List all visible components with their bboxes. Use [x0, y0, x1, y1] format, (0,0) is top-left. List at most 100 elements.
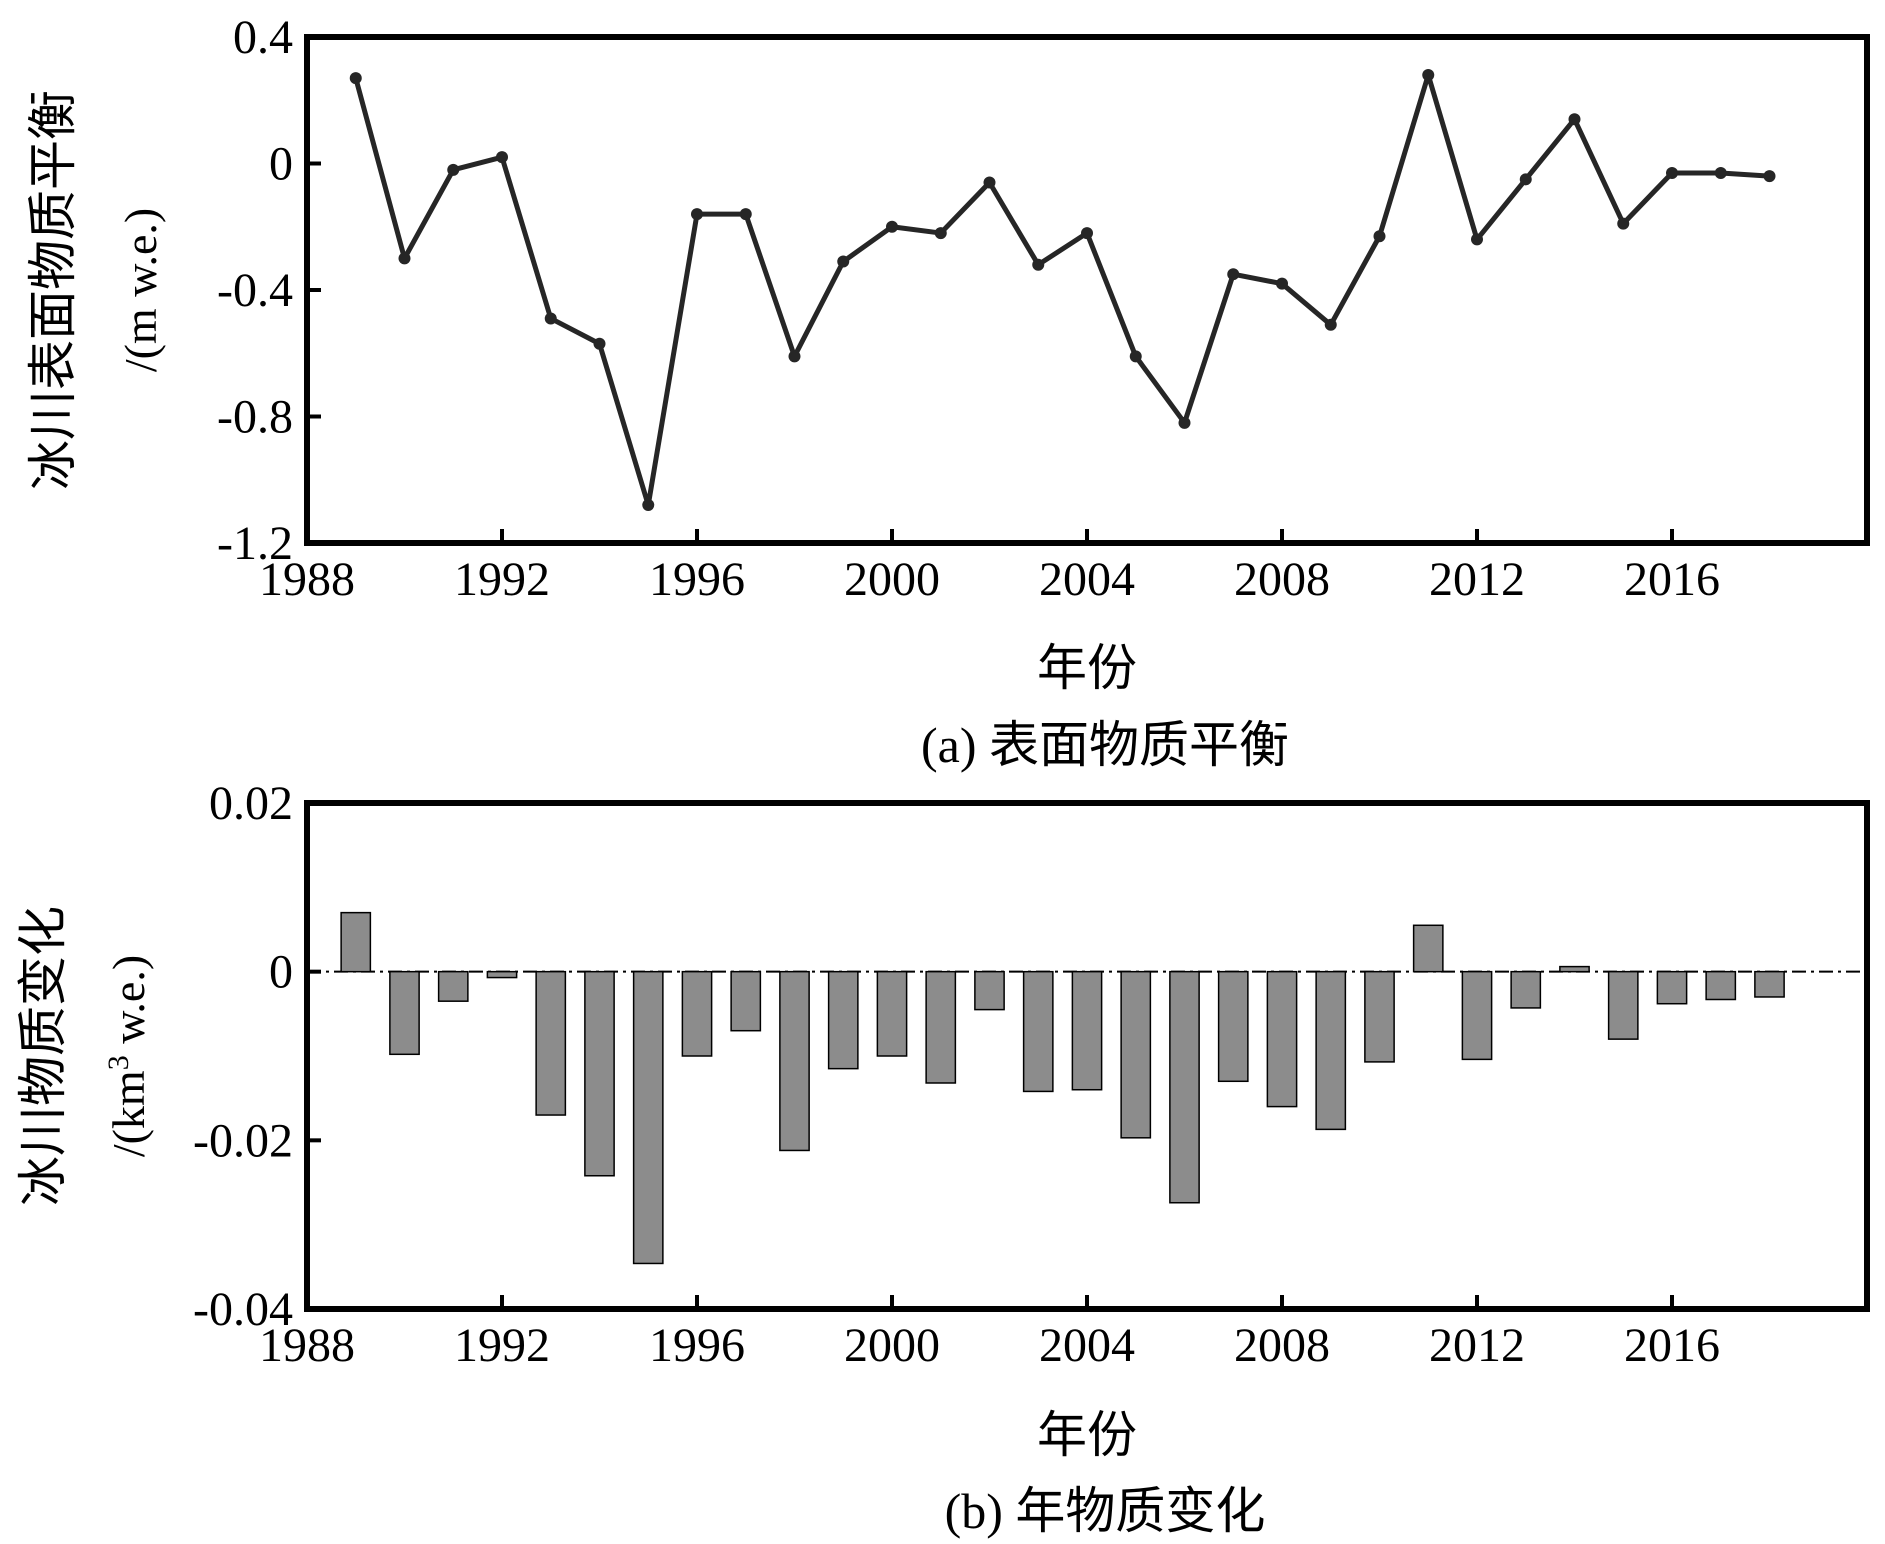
- bar: [1120, 970, 1152, 1139]
- panel-b-y-label-unit-post: w.e.): [103, 955, 154, 1055]
- panel-a-x-tick-label: 1992: [454, 553, 550, 606]
- bar: [389, 970, 420, 1056]
- panel-a-x-tick-label: 2004: [1039, 553, 1135, 606]
- panel-b-x-tick-label: 2000: [844, 1319, 940, 1372]
- panel-b-y-tick-label: -0.04: [193, 1283, 293, 1336]
- data-point: [1178, 416, 1191, 429]
- data-point: [349, 72, 362, 85]
- data-point: [1276, 277, 1288, 290]
- bar: [1412, 924, 1444, 973]
- panel-a-series: [349, 68, 1776, 512]
- bar: [730, 970, 762, 1032]
- bar: [1266, 970, 1298, 1108]
- data-point: [447, 163, 460, 176]
- data-point: [1519, 173, 1532, 186]
- bar: [1656, 970, 1688, 1005]
- bar: [1022, 970, 1054, 1093]
- data-point: [1032, 258, 1045, 271]
- bar: [1607, 970, 1639, 1040]
- bar: [1754, 970, 1785, 998]
- bar: [1705, 970, 1737, 1001]
- data-point: [1666, 166, 1678, 179]
- data-point: [496, 151, 508, 164]
- data-point: [593, 337, 606, 350]
- bar: [827, 970, 859, 1070]
- data-point: [691, 208, 703, 221]
- data-point: [1471, 233, 1483, 246]
- data-point: [788, 350, 801, 363]
- data-point: [1617, 217, 1630, 230]
- panel-b-y-label-main: 冰川物质变化: [14, 906, 72, 1206]
- panel-a-x-tick-label: 2000: [844, 553, 940, 606]
- panel-b-x-axis-label: 年份: [1037, 1406, 1137, 1464]
- bar: [1510, 970, 1542, 1009]
- panel-b-y-label-unit: /(km3 w.e.): [102, 955, 155, 1157]
- panel-a-x-ticks: 1988 1992 1996 2000 2004 2008 2012 2016: [259, 529, 1720, 606]
- panel-b-annual-mass-change: 0.02 0 -0.02 -0.04 1988 1992 1996 2000 2004 2008…: [14, 777, 1870, 1539]
- data-point: [1227, 268, 1240, 281]
- data-point: [1714, 166, 1727, 179]
- data-point: [739, 208, 752, 221]
- bar: [437, 970, 469, 1002]
- panel-b-y-tick-label: -0.02: [193, 1114, 293, 1167]
- data-point: [544, 312, 557, 325]
- data-point: [983, 176, 996, 189]
- data-point: [1129, 350, 1142, 363]
- data-point: [1081, 227, 1093, 240]
- panel-a-x-tick-label: 2008: [1234, 553, 1330, 606]
- panel-b-bars: [340, 911, 1785, 1265]
- bar: [925, 970, 957, 1084]
- bar: [535, 970, 567, 1116]
- data-point: [1763, 170, 1776, 183]
- bar: [974, 970, 1005, 1011]
- panel-b-x-ticks: 1988 1992 1996 2000 2004 2008 2012 2016: [259, 1295, 1720, 1372]
- panel-a-y-ticks: 0.4 0 -0.4 -0.8 -1.2: [217, 11, 321, 570]
- panel-b-x-tick-label: 2008: [1234, 1319, 1330, 1372]
- bar: [1315, 970, 1347, 1131]
- data-point: [1568, 113, 1581, 126]
- bar: [632, 970, 664, 1265]
- bar: [876, 970, 908, 1057]
- panel-a-surface-mass-balance: 0.4 0 -0.4 -0.8 -1.2 1988 1992 1996 2000 2004 200…: [24, 11, 1870, 773]
- panel-a-x-tick-label: 1988: [259, 553, 355, 606]
- bar: [486, 970, 518, 979]
- panel-a-y-tick-label: 0: [269, 138, 293, 191]
- data-point: [1373, 230, 1386, 243]
- bar: [1169, 970, 1200, 1204]
- panel-b-x-tick-label: 1988: [259, 1319, 355, 1372]
- panel-a-y-tick-label: -0.4: [217, 264, 293, 317]
- panel-a-y-axis-label: 冰川表面物质平衡 /(m w.e.): [24, 90, 166, 490]
- panel-a-y-tick-label: 0.4: [233, 11, 293, 64]
- panel-a-x-tick-label: 2016: [1624, 553, 1720, 606]
- data-point: [934, 227, 947, 240]
- panel-b-x-tick-label: 2004: [1039, 1319, 1135, 1372]
- panel-b-caption: (b) 年物质变化: [945, 1483, 1266, 1539]
- panel-b-x-tick-label: 2016: [1624, 1319, 1720, 1372]
- data-point: [1422, 68, 1435, 81]
- bar: [1217, 970, 1249, 1083]
- bar: [1071, 970, 1103, 1091]
- panel-b-x-tick-label: 2012: [1429, 1319, 1525, 1372]
- panel-a-x-tick-label: 1996: [649, 553, 745, 606]
- data-point: [398, 252, 411, 265]
- bar: [681, 970, 713, 1057]
- data-point: [1324, 318, 1337, 331]
- panel-a-x-tick-label: 2012: [1429, 553, 1525, 606]
- bar: [1364, 970, 1395, 1063]
- panel-b-x-tick-label: 1996: [649, 1319, 745, 1372]
- bar: [1559, 965, 1590, 973]
- data-point: [886, 220, 898, 233]
- bar: [779, 970, 810, 1152]
- panel-b-y-tick-label: 0: [269, 946, 293, 999]
- data-point: [642, 499, 655, 512]
- panel-a-y-label-main: 冰川表面物质平衡: [24, 90, 82, 490]
- bar: [340, 911, 372, 973]
- data-point: [837, 255, 850, 268]
- panel-b-y-axis-label: 冰川物质变化 /(km3 w.e.): [14, 906, 154, 1206]
- series-line: [353, 72, 1770, 508]
- panel-b-y-label-unit-pre: /(km: [103, 1070, 154, 1157]
- panel-a-y-tick-label: -0.8: [217, 391, 293, 444]
- bar: [584, 970, 615, 1177]
- panel-b-y-label-unit-sup: 3: [102, 1055, 135, 1070]
